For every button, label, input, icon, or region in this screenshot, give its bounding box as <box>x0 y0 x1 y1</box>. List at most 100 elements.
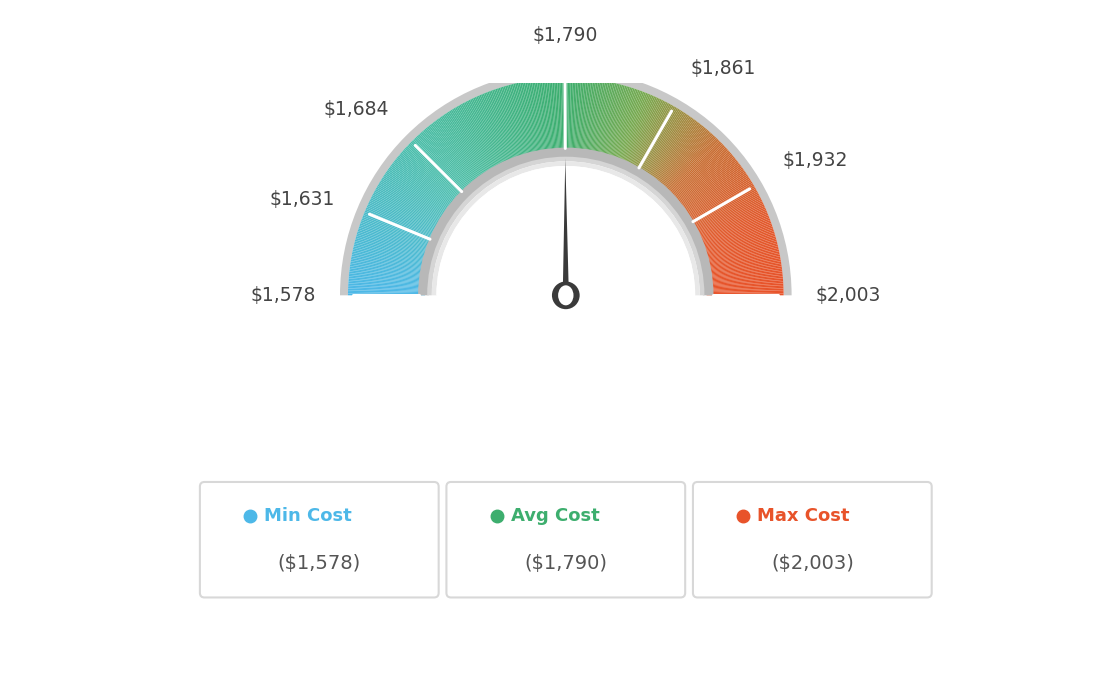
Wedge shape <box>611 89 636 162</box>
Wedge shape <box>689 189 756 228</box>
Wedge shape <box>385 172 450 216</box>
Wedge shape <box>702 243 777 262</box>
Wedge shape <box>617 92 648 165</box>
Wedge shape <box>588 81 603 157</box>
Wedge shape <box>668 146 725 199</box>
Wedge shape <box>643 112 686 177</box>
Wedge shape <box>693 203 764 237</box>
Wedge shape <box>702 241 777 262</box>
Wedge shape <box>679 166 742 213</box>
Wedge shape <box>404 149 461 201</box>
Wedge shape <box>393 162 455 210</box>
Wedge shape <box>584 79 596 156</box>
Wedge shape <box>373 192 442 230</box>
Wedge shape <box>666 141 721 197</box>
FancyBboxPatch shape <box>200 482 438 598</box>
Wedge shape <box>427 126 477 187</box>
Wedge shape <box>700 231 775 255</box>
Wedge shape <box>349 275 426 283</box>
Wedge shape <box>510 84 531 159</box>
Wedge shape <box>364 212 436 242</box>
Wedge shape <box>520 82 538 158</box>
Wedge shape <box>682 173 747 217</box>
Polygon shape <box>563 159 569 304</box>
Wedge shape <box>355 238 429 259</box>
Text: ($1,790): ($1,790) <box>524 553 607 573</box>
Wedge shape <box>702 239 777 260</box>
Wedge shape <box>677 162 739 210</box>
Wedge shape <box>704 253 779 269</box>
Wedge shape <box>383 176 448 219</box>
Wedge shape <box>354 243 429 262</box>
Wedge shape <box>630 102 668 171</box>
Wedge shape <box>435 120 482 183</box>
Wedge shape <box>684 177 750 220</box>
Wedge shape <box>687 184 754 225</box>
Wedge shape <box>592 81 608 157</box>
Wedge shape <box>501 87 526 161</box>
Wedge shape <box>400 152 459 204</box>
Wedge shape <box>707 277 783 284</box>
Wedge shape <box>591 81 606 157</box>
Wedge shape <box>418 148 713 295</box>
Wedge shape <box>705 271 783 281</box>
Wedge shape <box>390 166 453 213</box>
Wedge shape <box>507 85 529 160</box>
Wedge shape <box>482 93 513 165</box>
Wedge shape <box>637 108 678 175</box>
Wedge shape <box>704 255 781 270</box>
Wedge shape <box>677 161 737 209</box>
Wedge shape <box>487 92 516 164</box>
Wedge shape <box>350 266 426 277</box>
Wedge shape <box>540 79 551 155</box>
Wedge shape <box>633 104 671 172</box>
Wedge shape <box>629 101 666 170</box>
Wedge shape <box>348 282 425 288</box>
Wedge shape <box>397 155 458 206</box>
Wedge shape <box>634 104 672 172</box>
Wedge shape <box>413 139 468 195</box>
Wedge shape <box>595 82 614 158</box>
Wedge shape <box>699 223 772 250</box>
Wedge shape <box>690 192 758 230</box>
Wedge shape <box>381 179 447 221</box>
Wedge shape <box>476 96 509 167</box>
Wedge shape <box>533 79 546 156</box>
Wedge shape <box>562 77 564 155</box>
Wedge shape <box>691 197 761 233</box>
Wedge shape <box>376 186 444 226</box>
Wedge shape <box>481 94 512 166</box>
Wedge shape <box>703 246 778 264</box>
Wedge shape <box>647 117 692 181</box>
Wedge shape <box>703 244 778 264</box>
Wedge shape <box>374 190 443 228</box>
Wedge shape <box>599 84 620 159</box>
Wedge shape <box>675 158 735 207</box>
Wedge shape <box>596 83 615 158</box>
Wedge shape <box>707 292 784 294</box>
Wedge shape <box>513 83 533 159</box>
Wedge shape <box>698 220 771 248</box>
Wedge shape <box>426 128 476 188</box>
Wedge shape <box>586 80 599 156</box>
Wedge shape <box>348 288 425 292</box>
Wedge shape <box>350 263 426 275</box>
Wedge shape <box>688 186 755 226</box>
Wedge shape <box>392 163 454 210</box>
Wedge shape <box>652 124 701 185</box>
Wedge shape <box>367 206 437 238</box>
Wedge shape <box>351 256 427 271</box>
Wedge shape <box>349 277 425 284</box>
Wedge shape <box>348 294 425 295</box>
Wedge shape <box>623 96 656 167</box>
Wedge shape <box>650 121 698 184</box>
Wedge shape <box>470 99 505 169</box>
Wedge shape <box>570 77 573 155</box>
Wedge shape <box>576 78 583 155</box>
Wedge shape <box>686 180 752 221</box>
Wedge shape <box>590 81 605 157</box>
Wedge shape <box>604 86 627 160</box>
Wedge shape <box>458 106 497 173</box>
Wedge shape <box>354 239 429 260</box>
Wedge shape <box>450 110 492 176</box>
